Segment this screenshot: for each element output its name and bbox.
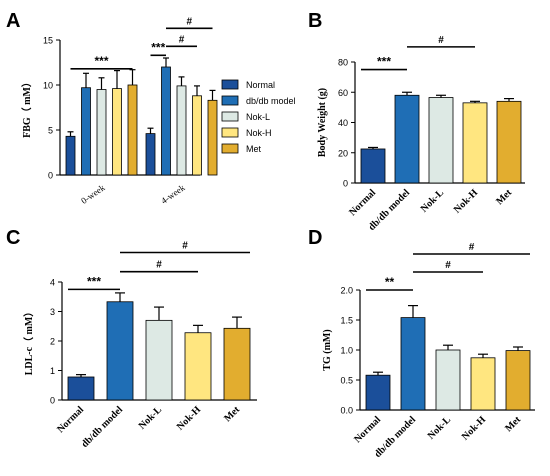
bar-nok-l: [428, 97, 454, 184]
x-tick-label: db/db model: [79, 404, 125, 450]
legend-swatch: [221, 143, 239, 154]
bar-met: [496, 100, 522, 184]
significance-label: #: [179, 34, 185, 45]
x-tick-label: Met: [494, 187, 514, 207]
panel-letter-a: A: [6, 10, 20, 32]
y-axis-label: FBG（ mM）: [20, 77, 33, 138]
y-tick-label: 1: [50, 366, 55, 376]
y-tick-label: 2.0: [340, 286, 353, 296]
x-tick-label: Met: [222, 404, 242, 424]
legend-label: Normal: [246, 80, 275, 90]
x-tick-label: Normal: [352, 414, 383, 445]
y-tick-label: 5: [48, 126, 53, 136]
bar-nok-l: [176, 85, 187, 176]
x-group-label: 4-week: [159, 182, 187, 206]
x-tick-label: Nok-L: [426, 414, 454, 442]
significance-label: #: [156, 260, 162, 271]
legend-swatch: [221, 79, 239, 90]
bar-normal: [65, 135, 76, 176]
bar-normal: [360, 148, 386, 184]
bar-nok-h: [184, 332, 212, 401]
legend-swatch: [221, 127, 239, 138]
significance-label: ***: [87, 274, 101, 288]
bar-db-db-model: [161, 66, 171, 176]
bar-db-db-model: [394, 94, 420, 184]
legend-label: Nok-H: [246, 128, 272, 138]
significance-label: #: [445, 260, 451, 271]
bar-nok-h: [192, 95, 202, 176]
legend-swatch: [221, 95, 239, 106]
panel-letter-d: D: [308, 227, 322, 249]
y-tick-label: 0.0: [340, 406, 353, 416]
x-tick-label: Nok-L: [419, 187, 447, 215]
bar-nok-l: [145, 319, 173, 401]
y-axis-label: Body Weight (g): [317, 88, 328, 157]
y-tick-label: 3: [50, 307, 55, 317]
legend-swatch: [221, 111, 239, 122]
y-tick-label: 2: [50, 337, 55, 347]
y-tick-label: 0: [343, 179, 348, 189]
x-tick-label: Nok-H: [460, 414, 488, 442]
bar-nok-h: [462, 102, 488, 184]
y-tick-label: 1.0: [340, 346, 353, 356]
x-tick-label: Nok-H: [452, 187, 480, 215]
significance-label: ***: [377, 55, 391, 69]
x-tick-label: Met: [503, 414, 523, 434]
y-tick-label: 10: [43, 81, 53, 91]
y-tick-label: 40: [338, 118, 348, 128]
y-tick-label: 4: [50, 278, 55, 288]
bar-met: [223, 327, 251, 401]
panel-letter-b: B: [308, 10, 322, 32]
y-tick-label: 60: [338, 88, 348, 98]
y-axis-label: LDL-c（ mM）: [22, 307, 35, 376]
bar-nok-l: [435, 349, 461, 411]
y-tick-label: 1.5: [340, 316, 353, 326]
significance-label: ***: [151, 40, 165, 54]
y-tick-label: 0.5: [340, 376, 353, 386]
panel-letter-c: C: [6, 227, 20, 249]
bar-met: [207, 99, 218, 176]
x-tick-label: Normal: [55, 404, 86, 435]
y-axis-label: TG (mM): [322, 329, 333, 370]
legend-label: Met: [246, 144, 262, 154]
y-tick-label: 20: [338, 148, 348, 158]
x-group-label: 0-week: [79, 182, 107, 206]
bar-met: [505, 350, 531, 411]
legend-label: Nok-L: [246, 112, 270, 122]
y-tick-label: 0: [50, 396, 55, 406]
bar-nok-l: [96, 89, 107, 176]
significance-label: #: [186, 16, 192, 27]
significance-label: ***: [94, 54, 108, 68]
significance-label: #: [469, 242, 475, 253]
x-tick-label: Nok-H: [175, 404, 203, 432]
bar-normal: [67, 376, 95, 401]
bar-db-db-model: [400, 317, 426, 411]
y-tick-label: 15: [43, 36, 53, 46]
significance-label: **: [385, 275, 395, 289]
x-tick-label: Nok-L: [137, 404, 165, 432]
bar-db-db-model: [106, 301, 134, 401]
x-tick-label: Normal: [347, 187, 378, 218]
bar-normal: [145, 133, 156, 176]
bar-db-db-model: [81, 87, 91, 176]
y-tick-label: 80: [338, 58, 348, 68]
bar-met: [127, 84, 138, 176]
significance-label: #: [182, 241, 188, 252]
legend-label: db/db model: [246, 96, 296, 106]
bar-normal: [365, 374, 391, 411]
bar-nok-h: [470, 357, 496, 411]
significance-label: #: [438, 35, 444, 46]
y-tick-label: 0: [48, 171, 53, 181]
bar-nok-h: [112, 88, 122, 176]
